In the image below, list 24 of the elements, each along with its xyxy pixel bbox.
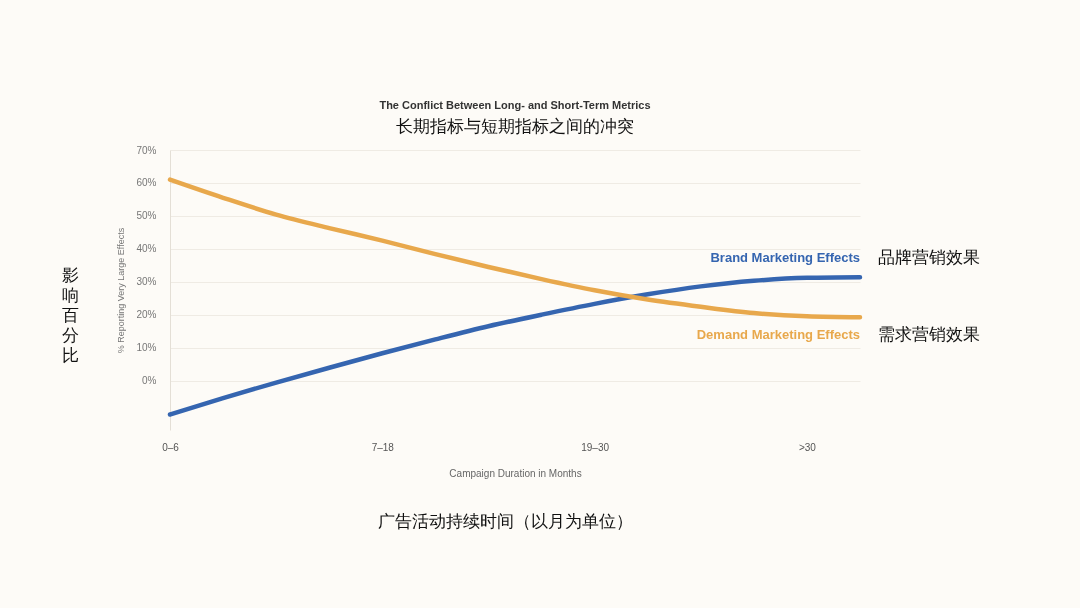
y-tick-label: 30% [136,276,157,288]
text: 广告活动持续时间（以月为单位） [377,512,633,531]
text: 影响百分比 [61,266,79,365]
x-tick-label: 0–6 [162,441,180,453]
chart-title: The Conflict Between Long- and Short-Term Metrics [379,99,651,111]
x-tick-label: >30 [798,441,817,453]
y-tick-label: 50% [136,210,157,222]
x-tick-label: 7–18 [371,441,395,453]
y-tick-label: 40% [136,243,157,255]
y-tick-label: 0% [142,375,157,387]
series-label: Demand Marketing Effects [696,327,860,343]
line-series [167,274,863,417]
y-tick-label: 70% [136,144,157,156]
y-tick-label: 10% [136,342,157,354]
y-axis-title: % Reporting Very Large Effects [116,227,127,354]
line-series [167,177,863,320]
y-tick-label: 60% [136,177,157,189]
series-label: Brand Marketing Effects [710,250,860,266]
text: 品牌营销效果 [878,248,980,268]
text: 需求营销效果 [878,325,980,345]
chart-subtitle: 长期指标与短期指标之间的冲突 [396,117,634,136]
x-tick-label: 19–30 [581,441,610,453]
x-axis-title: Campaign Duration in Months [449,467,582,479]
y-tick-label: 20% [136,309,157,321]
